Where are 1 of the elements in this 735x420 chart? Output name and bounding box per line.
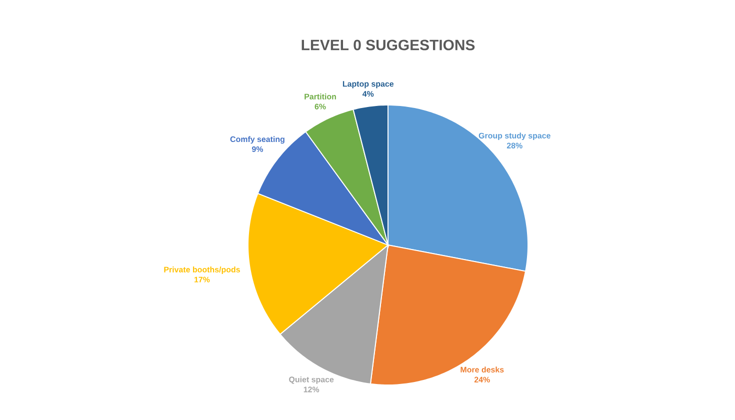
chart-title: LEVEL 0 SUGGESTIONS: [302, 40, 475, 50]
